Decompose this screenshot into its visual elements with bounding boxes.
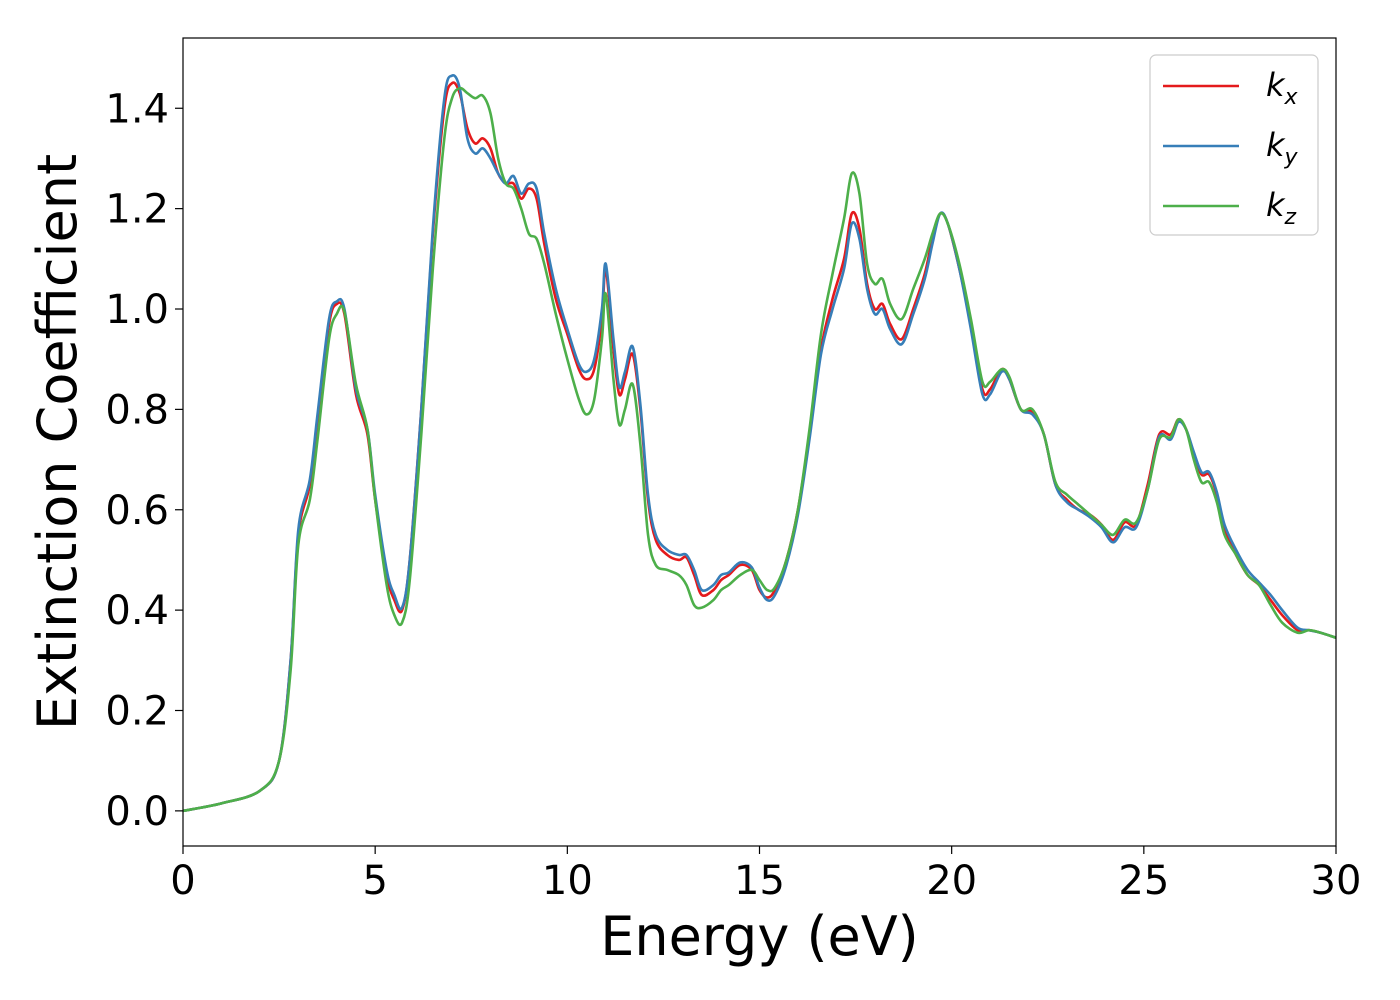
x-tick-label: 25 bbox=[1118, 858, 1169, 904]
x-tick-label: 10 bbox=[542, 858, 593, 904]
x-axis-label: Energy (eV) bbox=[600, 905, 919, 968]
legend-label-y: ky bbox=[1266, 126, 1299, 170]
y-tick-label: 0.6 bbox=[105, 488, 169, 534]
y-tick-label: 1.4 bbox=[105, 86, 169, 132]
x-axis-ticks: 0 5 10 15 20 25 30 bbox=[170, 846, 1361, 904]
y-tick-label: 0.2 bbox=[105, 688, 169, 734]
x-tick-label: 5 bbox=[362, 858, 387, 904]
legend-label-x: kx bbox=[1266, 66, 1299, 110]
y-axis-label: Extinction Coefficient bbox=[26, 154, 89, 730]
x-tick-label: 30 bbox=[1311, 858, 1362, 904]
legend: kx ky kz bbox=[1149, 54, 1319, 236]
y-axis-ticks: 0.0 0.2 0.4 0.6 0.8 1.0 1.2 1.4 bbox=[105, 86, 183, 835]
series-line-z bbox=[182, 86, 1337, 813]
plot-area bbox=[183, 38, 1336, 846]
y-tick-label: 1.0 bbox=[105, 287, 169, 333]
y-tick-label: 1.2 bbox=[105, 187, 169, 233]
x-tick-label: 0 bbox=[170, 858, 195, 904]
series-line-y bbox=[182, 73, 1337, 813]
series-layer bbox=[182, 73, 1337, 813]
x-tick-label: 15 bbox=[734, 858, 785, 904]
legend-label-z: kz bbox=[1266, 186, 1297, 230]
y-tick-label: 0.4 bbox=[105, 588, 169, 634]
y-tick-label: 0.8 bbox=[105, 387, 169, 433]
y-tick-label: 0.0 bbox=[105, 789, 169, 835]
x-tick-label: 20 bbox=[926, 858, 977, 904]
